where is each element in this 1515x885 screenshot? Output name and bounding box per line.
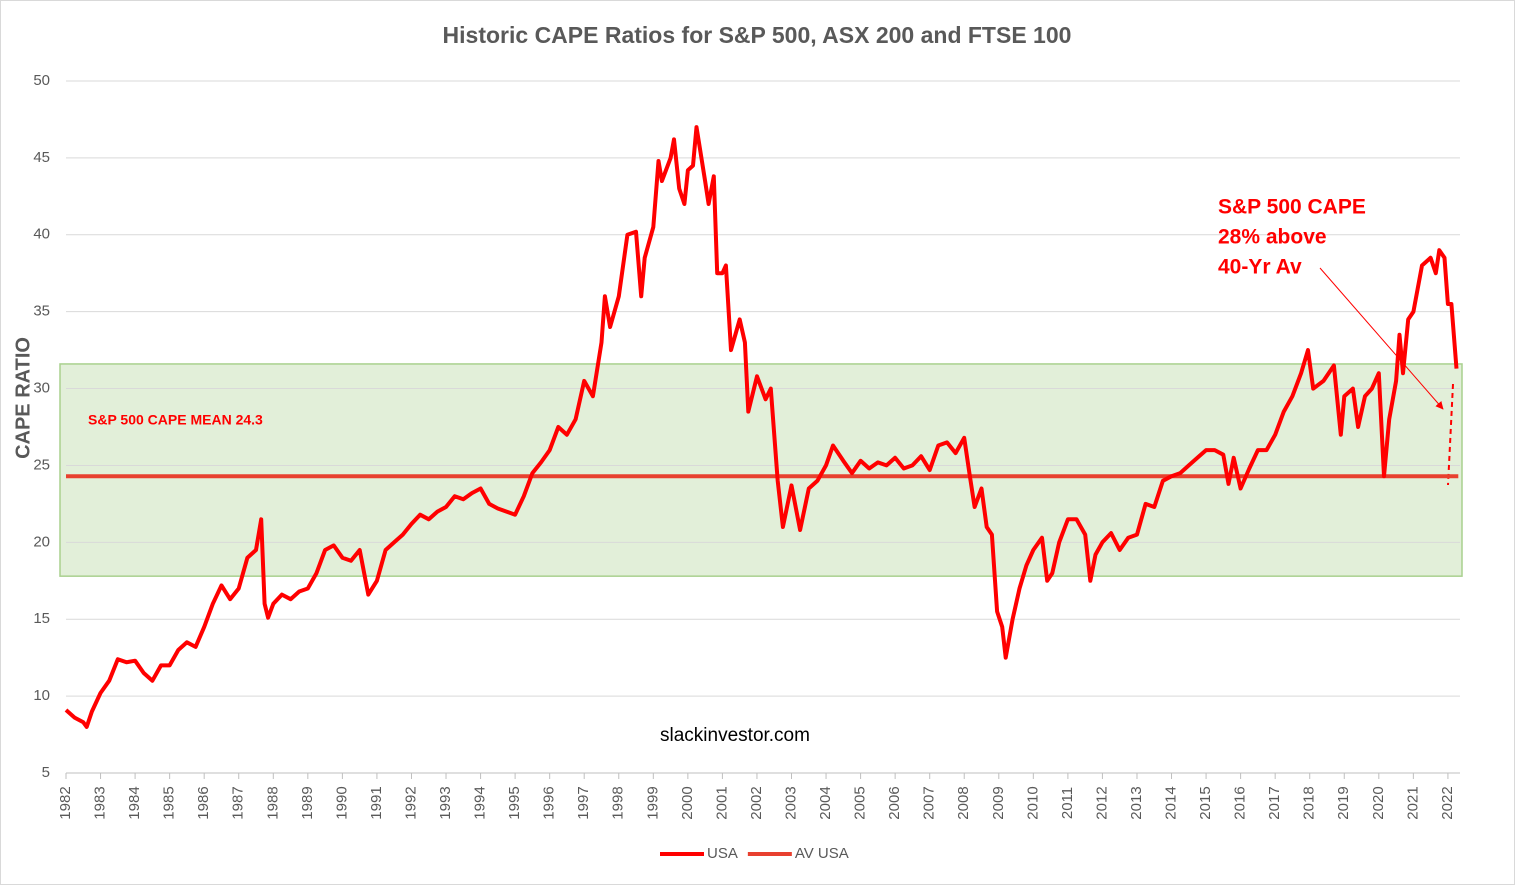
y-tick-label: 30	[33, 380, 50, 397]
y-tick-label: 15	[33, 610, 50, 627]
x-tick-label: 2020	[1370, 786, 1387, 819]
x-tick-label: 2019	[1335, 786, 1352, 819]
x-tick-label: 2007	[921, 786, 938, 819]
x-tick-label: 1997	[575, 786, 592, 819]
x-tick-label: 1983	[92, 786, 109, 819]
x-tick-label: 1986	[195, 786, 212, 819]
range-band	[59, 363, 1463, 577]
y-axis-label: CAPE RATIO	[12, 337, 34, 459]
x-tick-label: 1998	[610, 786, 627, 819]
x-tick-label: 2008	[955, 786, 972, 819]
annotation: S&P 500 CAPE	[1218, 196, 1366, 219]
x-tick-label: 2021	[1404, 786, 1421, 819]
x-tick-label: 1995	[506, 786, 523, 819]
x-tick-label: 2022	[1439, 786, 1456, 819]
x-tick-label: 1988	[264, 786, 281, 819]
legend-label: USA	[707, 845, 738, 862]
x-tick-label: 2010	[1024, 786, 1041, 819]
y-tick-label: 5	[42, 764, 50, 781]
x-tick-label: 1982	[57, 786, 74, 819]
x-tick-label: 1993	[437, 786, 454, 819]
y-tick-label: 45	[33, 149, 50, 166]
x-tick-label: 2017	[1266, 786, 1283, 819]
annotation: 40-Yr Av	[1218, 256, 1302, 279]
x-tick-label: 2009	[990, 786, 1007, 819]
x-tick-label: 1990	[333, 786, 350, 819]
annotation-arrow	[1319, 267, 1444, 410]
x-tick-label: 2013	[1128, 786, 1145, 819]
y-tick-label: 35	[33, 303, 50, 320]
x-tick-label: 2004	[817, 786, 834, 819]
watermark: slackinvestor.com	[660, 725, 810, 746]
x-tick-label: 1984	[126, 786, 143, 819]
x-tick-label: 1994	[472, 786, 489, 819]
series-line	[64, 125, 1459, 729]
x-tick-label: 1996	[541, 786, 558, 819]
annotation: 28% above	[1218, 226, 1327, 249]
y-tick-label: 20	[33, 533, 50, 550]
x-tick-label: 2003	[782, 786, 799, 819]
y-tick-label: 25	[33, 456, 50, 473]
annotation-dash	[1447, 383, 1454, 486]
x-tick-label: 2006	[886, 786, 903, 819]
x-tick-label: 2002	[748, 786, 765, 819]
x-tick-label: 1985	[161, 786, 178, 819]
x-tick-label: 1991	[368, 786, 385, 819]
x-tick-label: 2012	[1093, 786, 1110, 819]
x-tick-label: 2018	[1301, 786, 1318, 819]
y-tick-label: 40	[33, 226, 50, 243]
chart-title: Historic CAPE Ratios for S&P 500, ASX 20…	[443, 22, 1072, 48]
x-tick-label: 2015	[1197, 786, 1214, 819]
x-tick-label: 2014	[1162, 786, 1179, 819]
mean-label: S&P 500 CAPE MEAN 24.3	[88, 412, 263, 428]
x-tick-label: 2016	[1232, 786, 1249, 819]
y-tick-label: 10	[33, 687, 50, 704]
x-tick-label: 2001	[713, 786, 730, 819]
x-tick-label: 1999	[644, 786, 661, 819]
x-tick-label: 1992	[402, 786, 419, 819]
y-tick-label: 50	[33, 72, 50, 89]
x-tick-label: 2011	[1059, 787, 1076, 819]
x-tick-label: 1989	[299, 786, 316, 819]
legend-label: AV USA	[795, 845, 849, 862]
x-tick-label: 1987	[230, 786, 247, 819]
x-tick-label: 2000	[679, 786, 696, 819]
x-tick-label: 2005	[852, 786, 869, 819]
